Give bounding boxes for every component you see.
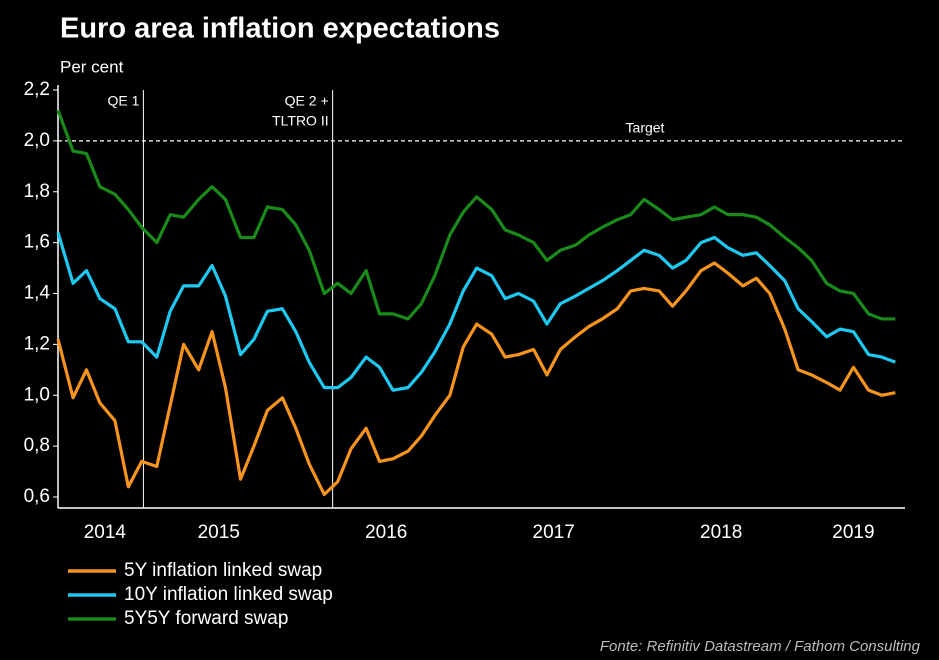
y-tick-label: 1,2 [24, 333, 50, 354]
y-tick-label: 1,8 [24, 181, 50, 202]
series-line [56, 261, 896, 497]
y-tick-label: 0,6 [24, 486, 50, 507]
y-tick-label: 0,8 [24, 435, 50, 456]
x-tick-label: 2018 [700, 522, 742, 543]
y-tick-label: 1,6 [24, 232, 50, 253]
x-tick-label: 2015 [198, 522, 240, 543]
x-tick-label: 2014 [84, 522, 127, 543]
y-tick-label: 2,2 [24, 79, 50, 100]
event-label: TLTRO II [272, 113, 329, 129]
legend-label: 5Y inflation linked swap [124, 560, 322, 581]
event-label: QE 1 [107, 93, 139, 109]
series-line [56, 231, 896, 392]
source: Fonte: Refinitiv Datastream / Fathom Con… [600, 638, 921, 655]
x-tick-label: 2017 [533, 522, 575, 543]
event-label: QE 2 + [285, 93, 329, 109]
legend-label: 5Y5Y forward swap [124, 608, 288, 629]
y-tick-label: 2,0 [24, 130, 50, 151]
target-label: Target [626, 120, 665, 136]
series-line [56, 109, 896, 321]
chart-title: Euro area inflation expectations [60, 13, 500, 45]
y-tick-label: 1,0 [24, 384, 50, 405]
y-tick-label: 1,4 [24, 283, 51, 304]
legend-label: 10Y inflation linked swap [124, 584, 333, 605]
x-tick-label: 2019 [832, 522, 874, 543]
x-tick-label: 2016 [365, 522, 407, 543]
y-axis-label: Per cent [60, 57, 124, 76]
